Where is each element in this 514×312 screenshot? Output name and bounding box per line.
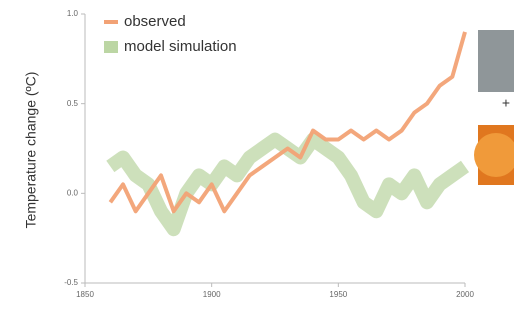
x-tick-label: 2000 — [456, 290, 474, 299]
chart: Temperature change (ºC) + -0.5 0.0 0.5 1.0 1… — [0, 0, 514, 312]
plus-sign: + — [502, 95, 510, 111]
photo — [478, 30, 514, 92]
y-tick-label: 0.5 — [67, 99, 79, 108]
x-tick-label: 1950 — [329, 290, 347, 299]
legend-label: model simulation — [124, 38, 237, 55]
y-tick-label: -0.5 — [64, 278, 78, 287]
legend-swatch — [104, 20, 118, 24]
x-tick-label: 1900 — [203, 290, 221, 299]
legend-swatch — [104, 41, 118, 53]
x-tick-label: 1850 — [76, 290, 94, 299]
y-tick-label: 1.0 — [67, 9, 79, 18]
y-axis-label: Temperature change (ºC) — [23, 72, 39, 229]
legend-label: observed — [124, 13, 186, 30]
y-tick-label: 0.0 — [67, 188, 79, 197]
